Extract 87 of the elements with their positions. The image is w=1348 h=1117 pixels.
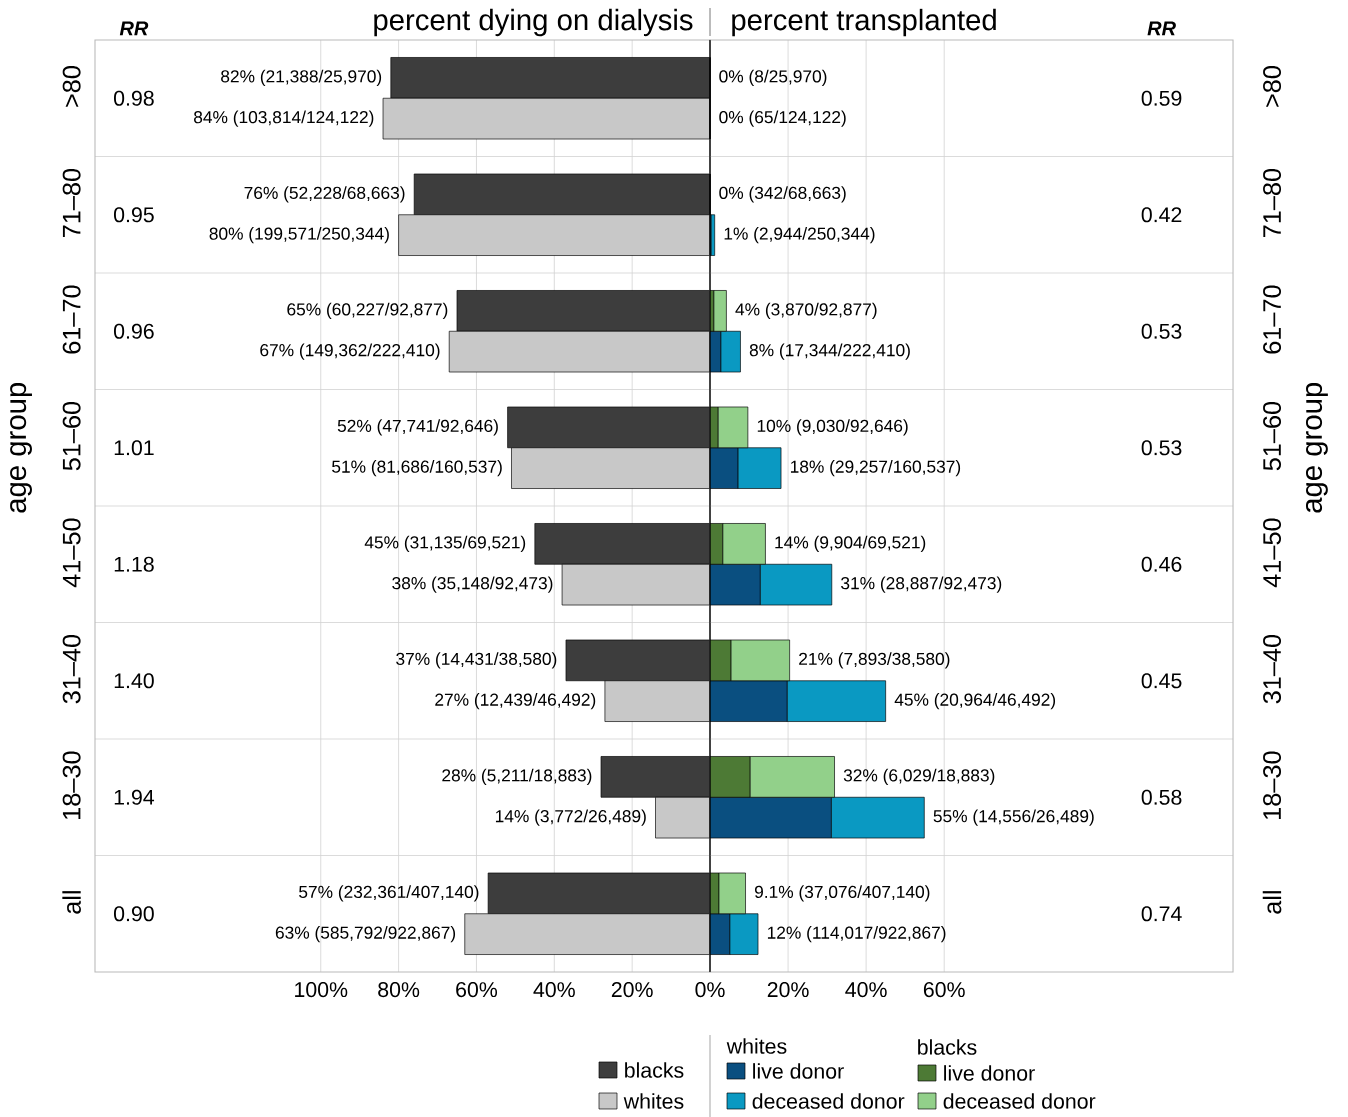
x-tick-label: 100% [295,982,348,998]
y-tick-label: all [62,891,81,914]
data-label: 80% (199,571/250,344) [209,227,389,244]
total-label: 45% (20,964/46,492) [894,693,1056,710]
total-label: 31% (28,887/92,473) [841,576,1002,593]
data-label: 45% (31,135/69,521) [364,535,526,552]
legend-label: blacks [625,1062,684,1078]
y-tick-label: >80 [1263,66,1282,107]
data-label: 52% (47,741/92,646) [337,419,498,436]
y-axis-title: age group [10,382,32,513]
total-label: 55% (14,556/26,489) [933,809,1094,826]
legend-label: deceased donor [752,1093,905,1109]
annotation: 0.45 [1141,673,1182,689]
total-label: 0% (342/68,663) [719,186,846,203]
annotation: 0.96 [113,323,154,339]
annotation: 0.74 [1141,906,1182,922]
legend-label: live donor [944,1065,1035,1081]
data-label: 76% (52,228/68,663) [244,186,405,203]
x-tick-label: 0% [695,982,725,998]
y-tick-label: 41–50 [62,518,81,588]
y-tick-label: 61–70 [1263,285,1282,354]
y-tick-label: 61–70 [62,285,81,354]
y-tick-label: 51–60 [1263,401,1282,471]
total-label: 32% (6,029/18,883) [843,768,995,785]
y-axis-title: age group [1305,382,1328,513]
x-tick-label: 40% [845,982,887,998]
data-label: 38% (35,148/92,473) [392,576,553,593]
total-label: 0% (8/25,970) [719,69,827,86]
annotation: 0.53 [1141,440,1182,456]
total-label: 18% (29,257/160,537) [790,460,961,477]
y-tick-label: 18–30 [62,751,81,819]
x-tick-label: 60% [456,982,498,998]
y-tick-label: 71–80 [62,168,81,238]
annotation: 0.95 [113,207,154,223]
data-label: 28% (5,211/18,883) [442,768,592,785]
data-label: 27% (12,439/46,492) [435,693,596,710]
annotation: 0.53 [1141,323,1182,339]
total-label: 14% (9,904/69,521) [775,535,926,552]
annotation: 0.98 [113,90,154,106]
y-tick-label: 51–60 [62,401,81,471]
total-label: 8% (17,344/222,410) [749,343,910,360]
data-label: 14% (3,772/26,489) [495,809,646,826]
data-label: 67% (149,362/222,410) [260,343,440,360]
chart-title: percent dying on dialysis [374,8,693,37]
x-tick-label: 20% [611,982,653,998]
chart-title: percent transplanted [732,8,996,37]
data-label: 57% (232,361/407,140) [299,885,479,902]
total-label: 10% (9,030/92,646) [757,419,908,436]
annotation: 0.42 [1141,207,1182,223]
data-label: 65% (60,227/92,877) [287,302,448,319]
annotation: 0.58 [1141,789,1182,805]
text: RR [1147,21,1176,36]
annotation: 1.40 [114,673,154,689]
x-tick-label: 60% [923,982,965,998]
y-tick-label: 31–40 [62,634,81,704]
legend-label: whites [623,1093,684,1109]
y-tick-label: 18–30 [1263,751,1282,819]
x-tick-label: 40% [533,982,575,998]
total-label: 12% (114,017/922,867) [767,926,946,943]
total-label: 0% (65/124,122) [719,110,846,127]
annotation: 1.94 [114,789,155,805]
y-tick-label: all [1262,891,1282,914]
total-label: 21% (7,893/38,580) [799,652,950,669]
data-label: 37% (14,431/38,580) [396,652,557,669]
annotation: 1.18 [114,556,154,572]
text: blacks [918,1039,977,1055]
total-label: 4% (3,870/92,877) [735,302,877,319]
legend-label: live donor [753,1063,844,1079]
annotation: 0.46 [1141,556,1182,572]
data-label: 63% (585,792/922,867) [275,926,456,943]
y-tick-label: >80 [62,66,81,107]
y-tick-label: 31–40 [1263,634,1282,704]
legend-label: deceased donor [943,1093,1096,1109]
data-label: 51% (81,686/160,537) [332,460,502,477]
y-tick-label: 71–80 [1263,168,1282,238]
text: whites [726,1038,787,1054]
text: RR [119,21,149,36]
annotation: 1.01 [114,440,154,456]
total-label: 1% (2,944/250,344) [724,227,875,244]
x-tick-label: 80% [378,982,420,998]
data-label: 82% (21,388/25,970) [221,69,382,86]
data-label: 84% (103,814/124,122) [194,110,374,127]
y-tick-label: 41–50 [1263,518,1282,588]
x-tick-label: 20% [767,982,809,998]
total-label: 9.1% (37,076/407,140) [754,885,930,902]
annotation: 0.90 [113,906,154,922]
annotation: 0.59 [1141,90,1182,106]
